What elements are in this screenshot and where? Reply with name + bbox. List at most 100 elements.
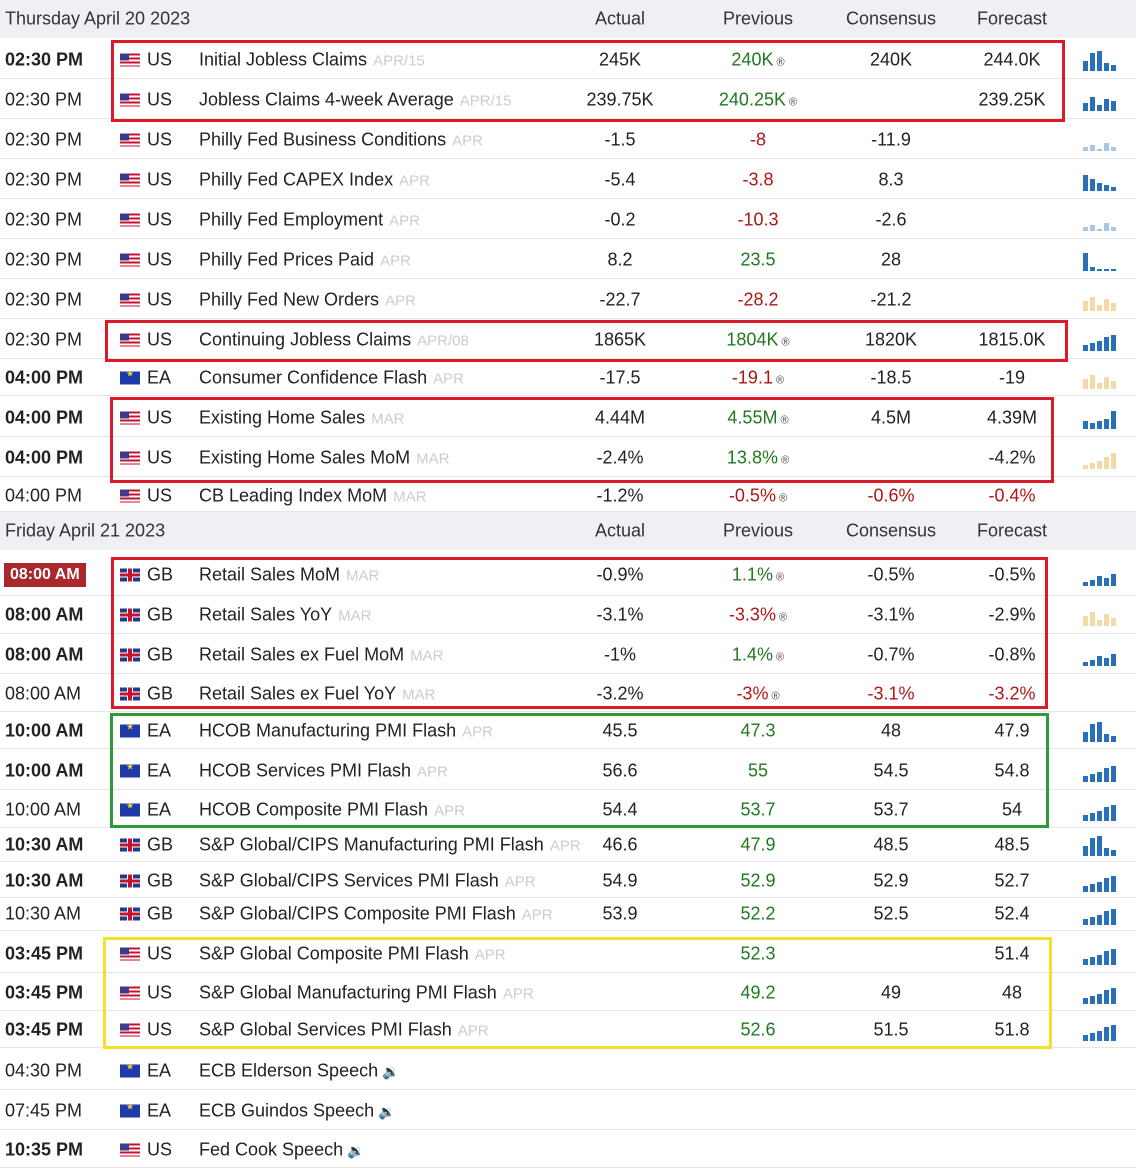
event-name[interactable]: ECB Guindos Speech 🔉 — [199, 1100, 396, 1121]
event-row[interactable]: 10:30 AM GB S&P Global/CIPS Services PMI F… — [0, 864, 1136, 898]
event-row[interactable]: 04:00 PM US Existing Home Sales MoM MAR -2.4… — [0, 439, 1136, 477]
event-row[interactable]: 02:30 PM US Philly Fed New Orders APR -22.7 -… — [0, 281, 1136, 319]
event-name[interactable]: ECB Elderson Speech 🔉 — [199, 1060, 400, 1081]
column-header-consensus[interactable]: Consensus — [845, 8, 937, 29]
event-name[interactable]: Initial Jobless Claims APR/15 — [199, 49, 425, 70]
event-row[interactable]: 04:00 PM US CB Leading Index MoM MAR -1.2% -0… — [0, 480, 1136, 512]
event-name[interactable]: Existing Home Sales MAR — [199, 407, 404, 428]
event-name[interactable]: Retail Sales ex Fuel MoM MAR — [199, 644, 443, 665]
column-header-previous[interactable]: Previous — [722, 8, 794, 29]
event-name[interactable]: Philly Fed Business Conditions APR — [199, 129, 483, 150]
event-name[interactable]: S&P Global/CIPS Services PMI Flash APR — [199, 870, 536, 891]
history-chart-icon[interactable] — [1083, 604, 1121, 626]
event-name-label[interactable]: HCOB Manufacturing PMI Flash — [199, 720, 457, 740]
revised-icon[interactable]: ® — [776, 56, 785, 68]
history-chart-icon[interactable] — [1083, 834, 1121, 856]
history-chart-icon[interactable] — [1083, 329, 1121, 351]
event-name-label[interactable]: Retail Sales MoM — [199, 564, 341, 584]
event-name[interactable]: Philly Fed New Orders APR — [199, 289, 416, 310]
event-row[interactable]: 10:30 AM GB S&P Global/CIPS Manufacturing … — [0, 828, 1136, 862]
history-chart-icon[interactable] — [1083, 903, 1121, 925]
event-name-label[interactable]: Philly Fed Employment — [199, 209, 384, 229]
event-name-label[interactable]: Philly Fed Business Conditions — [199, 129, 447, 149]
history-chart-icon[interactable] — [1083, 799, 1121, 821]
revised-icon[interactable]: ® — [775, 651, 785, 663]
event-name[interactable]: Retail Sales MoM MAR — [199, 564, 379, 585]
revised-icon[interactable]: ® — [778, 492, 788, 504]
event-name-label[interactable]: HCOB Services PMI Flash — [199, 760, 412, 780]
event-name[interactable]: S&P Global Services PMI Flash APR — [199, 1019, 489, 1040]
history-chart-icon[interactable] — [1083, 447, 1121, 469]
event-name-label[interactable]: Retail Sales ex Fuel YoY — [199, 683, 397, 703]
event-name-label[interactable]: Existing Home Sales MoM — [199, 447, 411, 467]
event-name-label[interactable]: Continuing Jobless Claims — [199, 329, 412, 349]
event-name-label[interactable]: S&P Global Composite PMI Flash — [199, 943, 469, 963]
event-name[interactable]: Retail Sales YoY MAR — [199, 604, 371, 625]
event-row[interactable]: 07:45 PM EA ECB Guindos Speech🔉 — [0, 1092, 1136, 1130]
event-row[interactable]: 02:30 PM US Philly Fed Business Conditions… — [0, 121, 1136, 159]
revised-icon[interactable]: ® — [771, 690, 780, 702]
event-row[interactable]: 02:30 PM US Philly Fed Prices Paid APR 8.2 23… — [0, 241, 1136, 279]
event-row[interactable]: 04:00 PM EA Consumer Confidence Flash APR -1… — [0, 360, 1136, 396]
event-name-label[interactable]: Retail Sales YoY — [199, 604, 333, 624]
event-row[interactable]: 02:30 PM US Philly Fed Employment APR -0.2 -1… — [0, 201, 1136, 239]
event-row[interactable]: 08:00 AM GB Retail Sales MoM MAR -0.9% 1.1% ® -… — [0, 554, 1136, 596]
event-row[interactable]: 10:00 AM EA HCOB Composite PMI Flash APR 54.… — [0, 792, 1136, 828]
event-row[interactable]: 10:30 AM GB S&P Global/CIPS Composite PMI … — [0, 897, 1136, 931]
column-header-actual[interactable]: Actual — [594, 8, 646, 29]
event-name-label[interactable]: S&P Global Services PMI Flash — [199, 1019, 452, 1039]
revised-icon[interactable]: ® — [781, 336, 790, 348]
history-chart-icon[interactable] — [1083, 564, 1121, 586]
event-name-label[interactable]: Existing Home Sales — [199, 407, 366, 427]
column-header-consensus[interactable]: Consensus — [845, 520, 937, 541]
history-chart-icon[interactable] — [1083, 407, 1121, 429]
event-name[interactable]: HCOB Services PMI Flash APR — [199, 760, 448, 781]
revised-icon[interactable]: ® — [780, 454, 790, 466]
event-name[interactable]: Existing Home Sales MoM MAR — [199, 447, 449, 468]
event-name-label[interactable]: Philly Fed New Orders — [199, 289, 380, 309]
event-name[interactable]: HCOB Composite PMI Flash APR — [199, 799, 465, 820]
event-name[interactable]: Philly Fed CAPEX Index APR — [199, 169, 430, 190]
event-name-label[interactable]: S&P Global Manufacturing PMI Flash — [199, 982, 497, 1002]
history-chart-icon[interactable] — [1083, 760, 1121, 782]
event-name[interactable]: Continuing Jobless Claims APR/08 — [199, 329, 469, 350]
event-row[interactable]: 08:00 AM GB Retail Sales YoY MAR -3.1% -3.3% ®… — [0, 596, 1136, 634]
history-chart-icon[interactable] — [1083, 289, 1121, 311]
history-chart-icon[interactable] — [1083, 129, 1121, 151]
event-name[interactable]: Philly Fed Employment APR — [199, 209, 420, 230]
event-name-label[interactable]: Philly Fed CAPEX Index — [199, 169, 394, 189]
event-name-label[interactable]: Retail Sales ex Fuel MoM — [199, 644, 405, 664]
event-name-label[interactable]: S&P Global/CIPS Services PMI Flash — [199, 870, 499, 890]
event-row[interactable]: 10:00 AM EA HCOB Services PMI Flash APR 56.6… — [0, 752, 1136, 790]
event-row[interactable]: 03:45 PM US S&P Global Composite PMI Flash… — [0, 935, 1136, 973]
event-name-label[interactable]: Fed Cook Speech — [199, 1139, 344, 1159]
event-name[interactable]: Consumer Confidence Flash APR — [199, 367, 464, 388]
history-chart-icon[interactable] — [1083, 943, 1121, 965]
event-row[interactable]: 10:35 PM US Fed Cook Speech 🔉 — [0, 1132, 1136, 1168]
history-chart-icon[interactable] — [1083, 169, 1121, 191]
revised-icon[interactable]: ® — [775, 374, 785, 386]
event-name-label[interactable]: Jobless Claims 4-week Average — [199, 89, 454, 109]
event-name-label[interactable]: Consumer Confidence Flash — [199, 367, 428, 387]
column-header-previous[interactable]: Previous — [722, 520, 794, 541]
history-chart-icon[interactable] — [1083, 720, 1121, 742]
event-row[interactable]: 10:00 AM EA HCOB Manufacturing PMI Flash AP… — [0, 713, 1136, 749]
history-chart-icon[interactable] — [1083, 49, 1121, 71]
event-row[interactable]: 02:30 PM US Continuing Jobless Claims APR/0… — [0, 321, 1136, 359]
history-chart-icon[interactable] — [1083, 367, 1121, 389]
event-name-label[interactable]: Initial Jobless Claims — [199, 49, 368, 69]
event-row[interactable]: 04:30 PM EA ECB Elderson Speech🔉 — [0, 1052, 1136, 1090]
event-name[interactable]: Philly Fed Prices Paid APR — [199, 249, 411, 270]
event-name[interactable]: Fed Cook Speech 🔉 — [199, 1139, 365, 1160]
history-chart-icon[interactable] — [1083, 982, 1121, 1004]
revised-icon[interactable]: ® — [788, 96, 798, 108]
event-name-label[interactable]: CB Leading Index MoM — [199, 485, 388, 505]
column-header-actual[interactable]: Actual — [594, 520, 646, 541]
event-name[interactable]: HCOB Manufacturing PMI Flash APR — [199, 720, 493, 741]
history-chart-icon[interactable] — [1083, 209, 1121, 231]
event-row[interactable]: 08:00 AM GB Retail Sales ex Fuel YoY MAR -3.… — [0, 676, 1136, 712]
event-name-label[interactable]: S&P Global/CIPS Manufacturing PMI Flash — [199, 834, 544, 854]
event-name-label[interactable]: Philly Fed Prices Paid — [199, 249, 375, 269]
column-header-forecast[interactable]: Forecast — [976, 520, 1048, 541]
history-chart-icon[interactable] — [1083, 644, 1121, 666]
